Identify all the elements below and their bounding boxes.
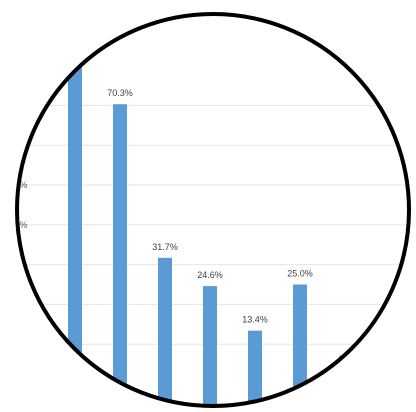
lens-ring — [15, 12, 411, 408]
